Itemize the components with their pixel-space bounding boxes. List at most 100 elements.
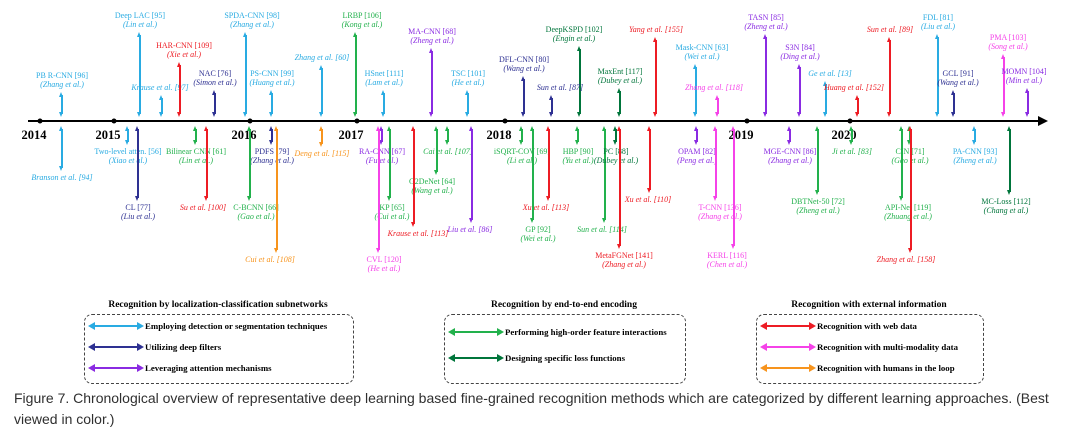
method-ps-cnn-authors: (Huang et al.) <box>249 77 295 87</box>
method-huang-152-name: Huang et al. [152] <box>824 83 884 92</box>
method-zhang-118: Zhang et al. [118] <box>684 83 744 93</box>
method-gp-name: GP [92] <box>525 225 551 234</box>
method-cin-authors: (Gao et al.) <box>891 155 929 165</box>
method-api-net-name: API-Net [119] <box>884 203 932 212</box>
method-tsc-name: TSC [101] <box>451 69 485 78</box>
method-zhang-118-name: Zhang et al. [118] <box>684 83 744 92</box>
method-pa-cnn-authors: (Zheng et al.) <box>953 155 997 165</box>
method-hsnet-name: HSnet [111] <box>364 69 404 78</box>
method-mge-cnn: MGE-CNN [86] (Zhang et al.) <box>763 147 817 166</box>
year-label-2017: 2017 <box>338 128 364 142</box>
method-s3n-authors: (Ding et al.) <box>780 51 820 61</box>
method-mc-loss-name: MC-Loss [112] <box>981 197 1031 206</box>
method-xu-110-name: Xu et al. [110] <box>624 195 672 204</box>
method-sun-87: Sun et al. [87] <box>537 83 583 93</box>
method-dbtnet-name: DBTNet-50 [72] <box>791 197 845 206</box>
year-dot-2014 <box>37 118 43 124</box>
legend-label-web: Recognition with web data <box>817 321 917 331</box>
method-s3n-name: S3N [84] <box>785 43 815 52</box>
legend-item-web: Recognition with web data <box>760 321 917 331</box>
method-huang-152: Huang et al. [152] <box>824 83 884 93</box>
method-api-net: API-Net [119] (Zhuang et al.) <box>884 203 932 222</box>
method-pa-cnn: PA-CNN [93] (Zheng et al.) <box>953 147 997 166</box>
method-cvl-authors: (He et al.) <box>367 263 401 273</box>
method-fdl: FDL [81] (Liu et al.) <box>921 13 955 32</box>
method-zhang-158-name: Zhang et al. [158] <box>876 255 936 264</box>
method-lrbp-authors: (Kong et al.) <box>341 19 383 29</box>
legend-arrow-detection <box>88 322 144 330</box>
legend-label-detection: Employing detection or segmentation tech… <box>145 321 328 331</box>
method-api-net-authors: (Zhuang et al.) <box>884 211 932 221</box>
method-nac-authors: (Simon et al.) <box>193 77 237 87</box>
method-hbp-authors: (Yu et al.) <box>562 155 594 165</box>
method-dbtnet-authors: (Zheng et al.) <box>796 205 840 215</box>
method-lrbp: LRBP [106] (Kong et al.) <box>341 11 383 30</box>
timeline-axis <box>28 119 1040 123</box>
method-kerl-authors: (Chen et al.) <box>706 259 748 269</box>
method-pc-name: PC [88] <box>603 147 629 156</box>
method-opam: OPAM [82] (Peng et al.) <box>677 147 717 166</box>
method-opam-authors: (Peng et al.) <box>677 155 717 165</box>
legend-arrow-attention <box>88 364 144 372</box>
method-gp: GP [92] (Wei et al.) <box>520 225 555 244</box>
legend-label-multimodal: Recognition with multi-modality data <box>817 342 958 352</box>
method-liu-86-name: Liu et al. [86] <box>447 225 493 234</box>
legend-item-humans: Recognition with humans in the loop <box>760 363 955 373</box>
legend-label-filters: Utilizing deep filters <box>145 342 222 352</box>
method-isqrt-cov-authors: (Li et al.) <box>506 155 537 165</box>
method-yang-155-name: Yang et al. [155] <box>629 25 683 34</box>
method-ra-cnn-authors: (Fu et al.) <box>365 155 399 165</box>
method-cin-name: CIN [71] <box>895 147 925 156</box>
method-momn: MOMN [104] (Min et al.) <box>1001 67 1046 86</box>
method-t-cnn-authors: (Zhang et al.) <box>698 211 742 221</box>
method-mc-loss: MC-Loss [112] (Chang et al.) <box>981 197 1031 216</box>
method-pdfs-name: PDFS [79] <box>254 147 290 156</box>
method-isqrt-cov: iSQRT-COV [69] (Li et al.) <box>494 147 550 166</box>
method-bilinear-cnn: Bilinear CNN [61] (Lin et al.) <box>166 147 226 166</box>
year-label-2018: 2018 <box>486 128 512 142</box>
method-pb-rcnn: PB R-CNN [96] (Zhang et al.) <box>36 71 88 90</box>
legend-group-1-box <box>444 314 686 384</box>
method-c-bcnn-authors: (Gao et al.) <box>237 211 275 221</box>
legend-group-2-box <box>756 314 984 384</box>
method-tasn-name: TASN [85] <box>748 13 784 22</box>
legend-label-highorder: Performing high-order feature interactio… <box>505 327 667 337</box>
method-pdfs: PDFS [79] (Zhang et al.) <box>250 147 294 166</box>
method-nac-name: NAC [76] <box>198 69 232 78</box>
method-xu-110: Xu et al. [110] <box>624 195 672 205</box>
method-bilinear-cnn-authors: (Lin et al.) <box>179 155 213 165</box>
method-ps-cnn-name: PS-CNN [99] <box>250 69 294 78</box>
method-dfl-cnn-name: DFL-CNN [80] <box>499 55 549 64</box>
method-kerl: KERL [116] (Chen et al.) <box>706 251 748 270</box>
legend-item-multimodal: Recognition with multi-modality data <box>760 342 958 352</box>
method-sun-89: Sun et al. [89] <box>867 25 913 35</box>
method-har-cnn: HAR-CNN [109] (Xie et al.) <box>156 41 212 60</box>
year-dot-2015 <box>111 118 117 124</box>
method-tsc: TSC [101] (He et al.) <box>451 69 485 88</box>
method-g2denet-name: G2DeNet [64] <box>409 177 455 186</box>
method-mask-cnn: Mask-CNN [63] (Wei et al.) <box>676 43 729 62</box>
method-deng-115: Deng et al. [115] <box>295 149 350 159</box>
method-t-cnn: T-CNN [136] (Zhang et al.) <box>698 203 742 222</box>
method-ji-83-name: Ji et al. [83] <box>832 147 872 156</box>
method-sun-114: Sun et al. [114] <box>577 225 627 235</box>
method-branson-name: Branson et al. [94] <box>31 173 93 182</box>
method-mge-cnn-authors: (Zhang et al.) <box>768 155 812 165</box>
method-spda-cnn-authors: (Zhang et al.) <box>230 19 274 29</box>
legend-arrow-highorder <box>448 328 504 336</box>
method-cl: CL [77] (Liu et al.) <box>121 203 155 222</box>
method-xu-113-name: Xu et al. [113] <box>522 203 570 212</box>
method-spda-cnn: SPDA-CNN [98] (Zhang et al.) <box>224 11 279 30</box>
legend-group-2-title: Recognition with external information <box>791 300 947 310</box>
method-ji-83: Ji et al. [83] <box>832 147 872 157</box>
method-krause-97: Krause et al. [97] <box>131 83 188 93</box>
method-two-level-atten-authors: (Xiao et al.) <box>108 155 148 165</box>
method-mge-cnn-name: MGE-CNN [86] <box>763 147 817 156</box>
method-maxent: MaxEnt [117] (Dubey et al.) <box>598 67 643 86</box>
method-dfl-cnn-authors: (Wang et al.) <box>503 63 545 73</box>
year-dot-2016 <box>247 118 253 124</box>
method-zhang-60-name: Zhang et al. [60] <box>294 53 350 62</box>
method-deep-lac: Deep LAC [95] (Lin et al.) <box>115 11 165 30</box>
legend-group-1-title: Recognition by end-to-end encoding <box>491 300 637 310</box>
